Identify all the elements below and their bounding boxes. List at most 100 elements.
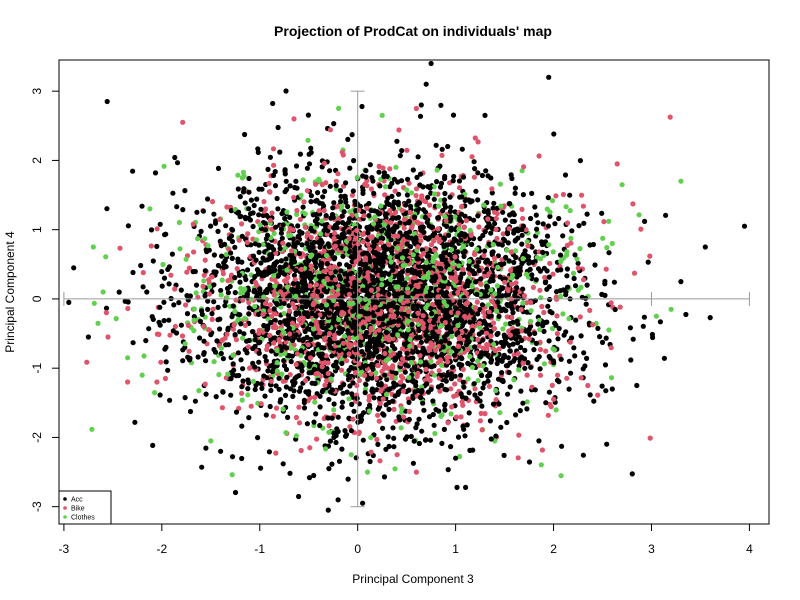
point-bike <box>431 238 437 244</box>
point-bike <box>324 378 330 384</box>
point-acc <box>450 178 456 184</box>
point-bike <box>377 458 383 464</box>
point-clothes <box>372 214 378 220</box>
point-clothes <box>474 246 480 252</box>
point-acc <box>433 336 439 342</box>
point-acc <box>458 391 464 397</box>
point-acc <box>547 296 553 303</box>
point-acc <box>367 402 373 408</box>
point-acc <box>253 257 259 263</box>
point-bike <box>587 307 593 313</box>
point-bike <box>374 436 380 443</box>
point-acc <box>343 180 349 186</box>
point-bike <box>236 237 242 243</box>
point-bike <box>537 347 544 353</box>
point-clothes <box>395 245 401 251</box>
point-acc <box>361 410 367 416</box>
point-clothes <box>513 248 519 254</box>
point-bike <box>294 351 301 357</box>
point-clothes <box>90 244 96 250</box>
point-acc <box>482 112 488 118</box>
point-acc <box>450 112 457 118</box>
point-bike <box>271 310 278 317</box>
point-acc <box>475 311 481 317</box>
point-acc <box>356 308 362 314</box>
point-acc <box>232 290 238 296</box>
point-acc <box>336 458 343 464</box>
point-acc <box>471 159 477 165</box>
point-bike <box>202 381 208 387</box>
point-acc <box>417 113 424 119</box>
point-acc <box>433 142 439 148</box>
point-acc <box>376 169 382 175</box>
point-bike <box>368 449 374 455</box>
point-acc <box>308 336 314 342</box>
point-acc <box>492 221 498 227</box>
point-acc <box>132 419 138 425</box>
point-bike <box>297 216 303 222</box>
point-acc <box>464 422 470 428</box>
point-acc <box>337 188 344 194</box>
point-acc <box>174 204 180 210</box>
point-acc <box>391 444 397 450</box>
point-bike <box>530 284 537 290</box>
point-bike <box>433 347 439 353</box>
point-clothes <box>300 177 306 183</box>
point-clothes <box>544 206 550 212</box>
point-acc <box>270 264 276 270</box>
point-clothes <box>497 410 503 416</box>
point-clothes <box>567 208 573 214</box>
point-acc <box>441 235 447 241</box>
point-acc <box>265 368 271 374</box>
point-acc <box>349 401 355 407</box>
point-clothes <box>310 326 317 332</box>
point-bike <box>448 309 454 315</box>
point-acc <box>174 160 181 166</box>
point-clothes <box>366 408 372 414</box>
point-clothes <box>431 184 437 190</box>
point-acc <box>211 282 217 288</box>
point-acc <box>356 224 363 230</box>
point-acc <box>496 313 502 319</box>
point-acc <box>335 414 341 420</box>
point-bike <box>435 226 441 232</box>
point-clothes <box>678 178 684 184</box>
point-acc <box>227 283 233 290</box>
point-acc <box>299 368 305 374</box>
point-acc <box>516 363 522 369</box>
point-acc <box>560 233 566 239</box>
point-bike <box>316 208 322 214</box>
point-bike <box>603 266 609 272</box>
point-bike <box>391 406 397 412</box>
point-acc <box>537 268 544 274</box>
point-acc <box>460 423 466 429</box>
point-acc <box>603 388 609 394</box>
point-bike <box>555 372 561 378</box>
point-acc <box>410 355 416 361</box>
point-acc <box>463 484 469 490</box>
point-acc <box>431 422 437 428</box>
point-acc <box>533 212 539 218</box>
point-clothes <box>541 361 548 367</box>
point-acc <box>535 321 541 327</box>
point-acc <box>287 214 293 220</box>
point-bike <box>378 388 384 394</box>
point-clothes <box>504 247 510 253</box>
point-acc <box>421 407 427 413</box>
point-acc <box>331 430 337 436</box>
point-clothes <box>491 341 497 348</box>
point-acc <box>446 340 452 346</box>
point-acc <box>537 366 543 372</box>
point-clothes <box>400 262 406 269</box>
point-clothes <box>574 256 580 262</box>
point-acc <box>558 356 564 362</box>
point-bike <box>630 201 636 207</box>
point-acc <box>350 380 356 386</box>
point-acc <box>295 223 301 229</box>
point-acc <box>252 386 258 393</box>
point-acc <box>220 356 226 362</box>
point-acc <box>276 386 282 392</box>
point-bike <box>647 435 653 441</box>
point-acc <box>377 183 383 189</box>
point-clothes <box>260 241 266 248</box>
